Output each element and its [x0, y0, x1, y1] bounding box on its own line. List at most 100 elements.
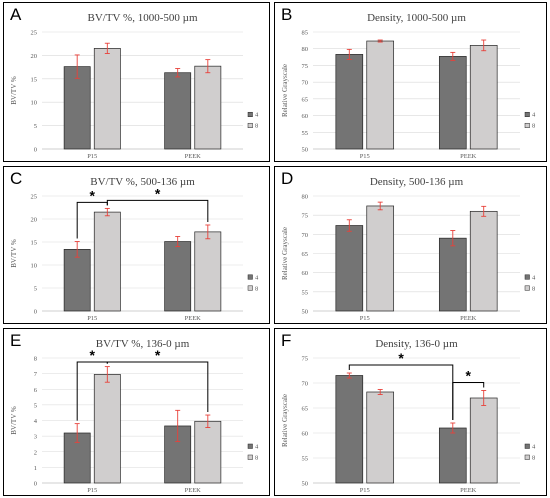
x-tick-label: PEEK	[185, 153, 202, 160]
significance-marker: *	[90, 187, 96, 203]
panel-letter: B	[281, 5, 293, 24]
bar-8	[366, 205, 395, 312]
significance-marker: *	[398, 350, 404, 366]
chart-svg: Density, 1000-500 µm Relative Grayscale 50…	[281, 12, 536, 160]
y-tick-label: 25	[31, 30, 38, 37]
legend-label: 8	[532, 455, 535, 462]
legend-label: 8	[255, 123, 258, 130]
y-axis-label: Relative Grayscale	[281, 394, 289, 447]
legend-swatch-8	[247, 285, 253, 291]
chart-panel-e: E BV/TV %, 136-0 µm BV/TV % 0 1 2 3 4 5 6 7 8 P15 PEE…	[3, 328, 270, 496]
legend-swatch-4	[524, 274, 530, 280]
chart-panel-b: B Density, 1000-500 µm Relative Grayscale 5…	[274, 2, 547, 162]
bar-8	[469, 210, 498, 312]
x-tick-label: PEEK	[185, 315, 202, 322]
chart-title: Density, 500-136 µm	[370, 176, 464, 188]
y-tick-label: 10	[31, 263, 38, 270]
y-tick-label: 70	[302, 232, 309, 239]
y-tick-label: 20	[31, 53, 38, 60]
legend-swatch-4	[524, 111, 530, 117]
y-tick-label: 6	[34, 387, 38, 394]
y-tick-label: 7	[34, 371, 38, 378]
y-tick-label: 15	[31, 76, 38, 83]
y-tick-label: 80	[302, 46, 309, 53]
y-tick-label: 50	[302, 309, 309, 316]
significance-marker: *	[90, 347, 96, 363]
y-tick-label: 8	[34, 356, 37, 363]
legend-label: 4	[255, 444, 259, 451]
panel-letter: A	[10, 5, 22, 24]
y-tick-label: 20	[31, 217, 38, 224]
bar-4	[335, 375, 364, 484]
y-tick-label: 0	[34, 147, 37, 154]
y-axis-label: Relative Grayscale	[281, 64, 289, 117]
chart-svg: BV/TV %, 1000-500 µm BV/TV % 0 5 10 15 20 25 P15…	[10, 12, 259, 160]
bar-4	[63, 66, 91, 150]
legend-swatch-8	[524, 122, 530, 128]
y-tick-label: 75	[302, 356, 309, 363]
legend-label: 4	[532, 274, 536, 281]
chart-title: Density, 136-0 µm	[375, 338, 458, 350]
x-tick-label: P15	[360, 487, 370, 494]
x-tick-label: P15	[360, 315, 370, 322]
y-tick-label: 15	[31, 240, 38, 247]
legend-swatch-4	[247, 274, 253, 280]
legend-label: 8	[532, 285, 535, 292]
y-tick-label: 70	[302, 80, 309, 87]
bar-4	[164, 241, 192, 312]
y-tick-label: 3	[34, 434, 37, 441]
y-tick-label: 60	[302, 431, 309, 438]
legend-swatch-4	[524, 443, 530, 449]
legend-swatch-4	[247, 443, 253, 449]
legend-label: 8	[255, 285, 258, 292]
bar-4	[335, 54, 364, 150]
y-tick-label: 75	[302, 213, 309, 220]
legend-label: 4	[532, 444, 536, 451]
bar-8	[194, 231, 222, 312]
chart-title: Density, 1000-500 µm	[367, 12, 466, 24]
y-tick-label: 25	[31, 194, 38, 201]
legend-swatch-4	[247, 111, 253, 117]
y-tick-label: 85	[302, 30, 309, 37]
y-tick-label: 55	[302, 130, 309, 137]
bar-8	[93, 48, 121, 150]
significance-bracket	[106, 361, 209, 413]
bar-8	[194, 65, 222, 150]
y-tick-label: 55	[302, 289, 309, 296]
y-axis-label: BV/TV %	[10, 406, 18, 435]
significance-bracket	[348, 364, 454, 420]
chart-title: BV/TV %, 1000-500 µm	[87, 12, 197, 24]
bar-8	[366, 40, 395, 150]
y-tick-label: 4	[34, 418, 38, 425]
y-axis-label: BV/TV %	[10, 239, 18, 268]
y-tick-label: 75	[302, 63, 309, 70]
legend-label: 8	[532, 123, 535, 130]
chart-svg: Density, 500-136 µm Relative Grayscale 50 5…	[281, 176, 536, 322]
bar-4	[335, 225, 364, 312]
y-tick-label: 5	[34, 286, 37, 293]
legend-swatch-8	[524, 454, 530, 460]
bar-8	[469, 397, 498, 484]
legend-label: 4	[255, 274, 259, 281]
x-tick-label: PEEK	[185, 487, 202, 494]
y-tick-label: 10	[31, 100, 38, 107]
chart-svg: Density, 136-0 µm Relative Grayscale 50 55 6…	[281, 338, 536, 494]
chart-title: BV/TV %, 500-136 µm	[90, 176, 195, 188]
legend-swatch-8	[247, 122, 253, 128]
bar-8	[93, 374, 121, 484]
significance-marker: *	[155, 347, 161, 363]
chart-panel-c: C BV/TV %, 500-136 µm BV/TV % 0 5 10 15 20 25 P15…	[3, 166, 270, 324]
panel-letter: E	[10, 331, 22, 350]
y-tick-label: 5	[34, 402, 37, 409]
x-tick-label: P15	[87, 487, 97, 494]
bar-8	[93, 211, 121, 312]
chart-panel-f: F Density, 136-0 µm Relative Grayscale 50 55…	[274, 328, 547, 496]
y-tick-label: 55	[302, 456, 309, 463]
bar-4	[438, 427, 467, 484]
y-tick-label: 50	[302, 481, 309, 488]
bar-4	[438, 56, 467, 150]
significance-bracket	[452, 382, 485, 420]
legend-swatch-8	[524, 285, 530, 291]
chart-panel-a: A BV/TV %, 1000-500 µm BV/TV % 0 5 10 15 20 25 P1…	[3, 2, 270, 162]
